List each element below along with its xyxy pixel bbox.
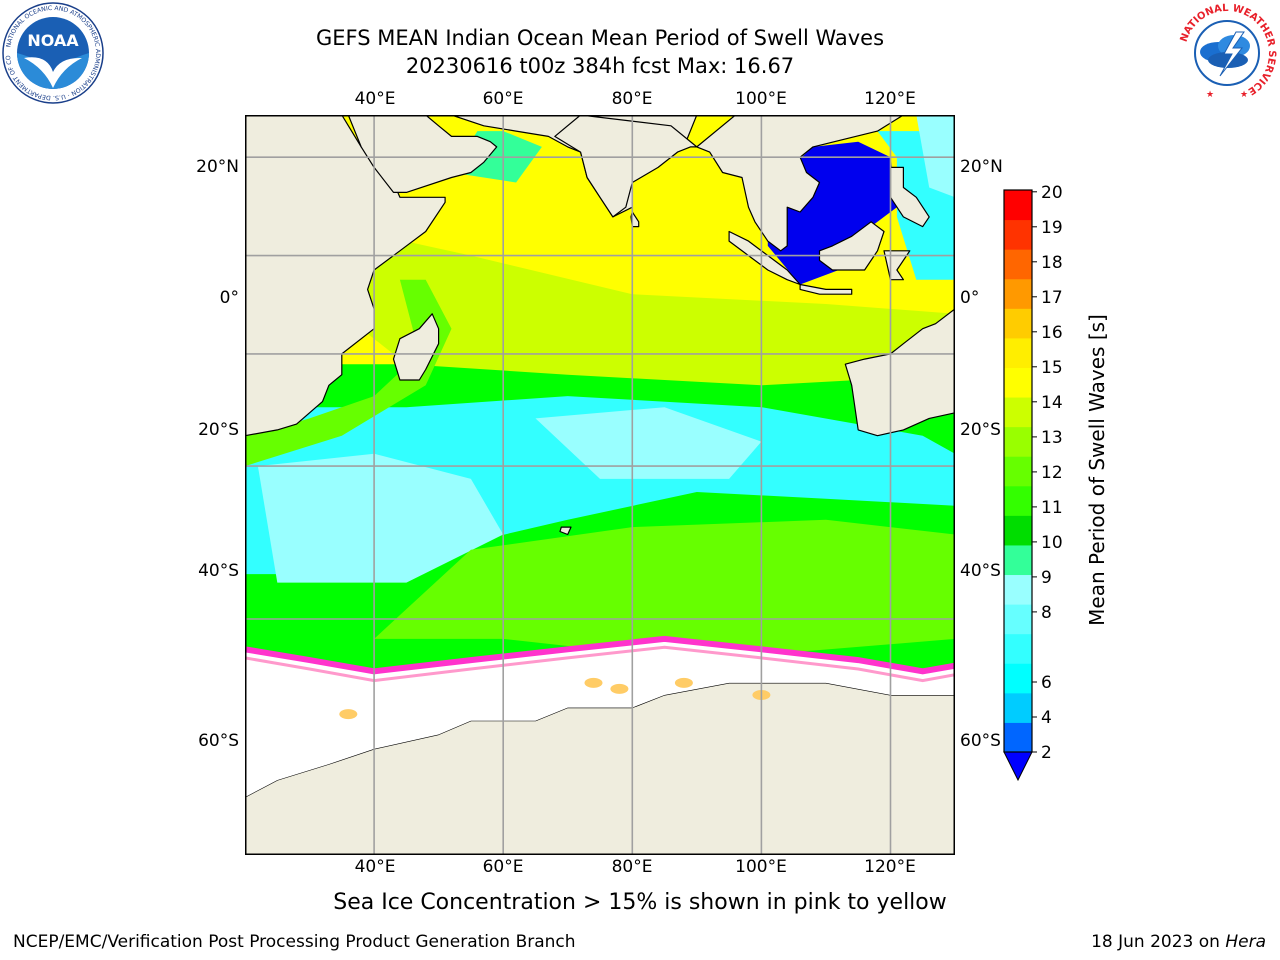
land-borneo bbox=[818, 221, 885, 271]
sea-ice-patch-2 bbox=[610, 683, 629, 694]
sea-ice-zone bbox=[245, 638, 955, 798]
svg-text:★: ★ bbox=[1206, 90, 1214, 100]
colorbar-tick-label-9: 9 bbox=[1041, 568, 1052, 588]
lon-label-bottom-120e: 120°E bbox=[864, 857, 916, 877]
colorbar-segment-15 bbox=[1004, 278, 1032, 309]
colorbar-tick-label-6: 6 bbox=[1041, 673, 1052, 693]
lon-label-top-100e: 100°E bbox=[735, 89, 787, 109]
light-cyan-patch-west bbox=[257, 453, 504, 583]
colorbar-segment-9 bbox=[1004, 456, 1032, 487]
lat-label-right-20s: 20°S bbox=[960, 420, 1001, 440]
colorbar-segment-4 bbox=[1004, 604, 1032, 635]
colorbar-segment-14 bbox=[1004, 308, 1032, 339]
colorbar-tick-label-10: 10 bbox=[1041, 533, 1063, 553]
colorbar-tick-label-12: 12 bbox=[1041, 463, 1063, 483]
colorbar-tick-label-4: 4 bbox=[1041, 708, 1052, 728]
colorbar-tick-label-18: 18 bbox=[1041, 253, 1063, 273]
colorbar-tick-label-14: 14 bbox=[1041, 393, 1063, 413]
colorbar-segment-2 bbox=[1004, 663, 1032, 694]
lat-label-left-0: 0° bbox=[219, 288, 239, 308]
map-frame bbox=[245, 115, 955, 855]
noaa-logo-text: NOAA bbox=[27, 31, 79, 50]
land-australia bbox=[844, 308, 955, 437]
sea-ice-patch-0 bbox=[339, 709, 358, 720]
lon-label-bottom-100e: 100°E bbox=[735, 857, 787, 877]
lon-label-top-40e: 40°E bbox=[354, 89, 396, 109]
lon-label-bottom-60e: 60°E bbox=[482, 857, 524, 877]
lat-label-left-60s: 60°S bbox=[198, 731, 239, 751]
west-pacific-light bbox=[916, 115, 955, 198]
noaa-logo: NATIONAL OCEANIC AND ATMOSPHERIC ADMINIS… bbox=[2, 2, 104, 104]
lat-label-right-20n: 20°N bbox=[960, 157, 1003, 177]
graticule bbox=[245, 115, 955, 855]
colorbar-label: Mean Period of Swell Waves [s] bbox=[1085, 314, 1109, 626]
colorbar-segment-13 bbox=[1004, 337, 1032, 368]
lon-label-top-120e: 120°E bbox=[864, 89, 916, 109]
colorbar-tick-label-15: 15 bbox=[1041, 358, 1063, 378]
colorbar-tick-label-16: 16 bbox=[1041, 323, 1063, 343]
map-title: GEFS MEAN Indian Ocean Mean Period of Sw… bbox=[315, 26, 885, 50]
land-philippines bbox=[889, 166, 930, 228]
colorbar-segment-3 bbox=[1004, 633, 1032, 664]
sea-ice-caption: Sea Ice Concentration > 15% is shown in … bbox=[333, 890, 947, 915]
colorbar-segment-7 bbox=[1004, 515, 1032, 546]
lon-label-top-80e: 80°E bbox=[611, 89, 653, 109]
colorbar-segment-5 bbox=[1004, 574, 1032, 605]
colorbar-under-arrow bbox=[1003, 751, 1033, 782]
lat-label-left-40s: 40°S bbox=[198, 561, 239, 581]
colorbar-tick-label-20: 20 bbox=[1041, 183, 1063, 203]
colorbar-segment-10 bbox=[1004, 426, 1032, 457]
colorbar-outline bbox=[1003, 189, 1033, 753]
colorbar-segment-17 bbox=[1004, 219, 1032, 250]
map-subtitle: 20230616 t00z 384h fcst Max: 16.67 bbox=[405, 54, 795, 78]
land-arabian-peninsula bbox=[347, 115, 498, 194]
colorbar-segment-11 bbox=[1004, 397, 1032, 428]
lat-label-left-20n: 20°N bbox=[196, 157, 239, 177]
footer-date: 18 Jun 2023 on Hera bbox=[1091, 932, 1266, 952]
footer-credit: NCEP/EMC/Verification Post Processing Pr… bbox=[13, 932, 576, 952]
footer-machine: Hera bbox=[1225, 932, 1266, 952]
colorbar-tick-label-8: 8 bbox=[1041, 603, 1052, 623]
lat-label-right-0: 0° bbox=[960, 288, 980, 308]
land-india bbox=[554, 115, 698, 218]
svg-text:★: ★ bbox=[1240, 90, 1248, 100]
colorbar-tick-label-19: 19 bbox=[1041, 218, 1063, 238]
lon-label-bottom-40e: 40°E bbox=[354, 857, 396, 877]
colorbar-segment-16 bbox=[1004, 249, 1032, 280]
colorbar-segment-1 bbox=[1004, 692, 1032, 723]
tropical-lime-band bbox=[361, 231, 955, 386]
colorbar-segment-0 bbox=[1004, 722, 1032, 753]
map-area bbox=[245, 115, 955, 855]
colorbar: 24689101112131415161718192021 bbox=[1003, 183, 1063, 782]
colorbar-segment-18 bbox=[1004, 190, 1032, 221]
land-kerguelen bbox=[559, 526, 572, 536]
light-cyan-patch-central bbox=[535, 407, 762, 479]
colorbar-segment-8 bbox=[1004, 485, 1032, 516]
lat-label-right-60s: 60°S bbox=[960, 731, 1001, 751]
colorbar-tick-label-2: 2 bbox=[1041, 743, 1052, 763]
colorbar-tick-label-17: 17 bbox=[1041, 288, 1063, 308]
lat-label-right-40s: 40°S bbox=[960, 561, 1001, 581]
nws-logo: NATIONAL WEATHER SERVICE ★ ★ bbox=[1178, 3, 1277, 102]
footer-date-text: 18 Jun 2023 on bbox=[1091, 932, 1226, 952]
southern-lime-band bbox=[374, 519, 955, 661]
colorbar-segment-6 bbox=[1004, 544, 1032, 576]
lat-label-left-20s: 20°S bbox=[198, 420, 239, 440]
lon-label-bottom-80e: 80°E bbox=[611, 857, 653, 877]
colorbar-tick-label-13: 13 bbox=[1041, 428, 1063, 448]
colorbar-tick-label-11: 11 bbox=[1041, 498, 1063, 518]
land-masses bbox=[245, 115, 955, 855]
land-southeast-asia bbox=[696, 115, 905, 252]
sea-ice-patch-1 bbox=[584, 677, 603, 688]
land-java bbox=[799, 283, 853, 295]
lon-label-top-60e: 60°E bbox=[482, 89, 524, 109]
colorbar-segment-12 bbox=[1004, 367, 1032, 398]
land-madagascar bbox=[392, 313, 440, 381]
sea-ice-patch-4 bbox=[674, 677, 693, 688]
